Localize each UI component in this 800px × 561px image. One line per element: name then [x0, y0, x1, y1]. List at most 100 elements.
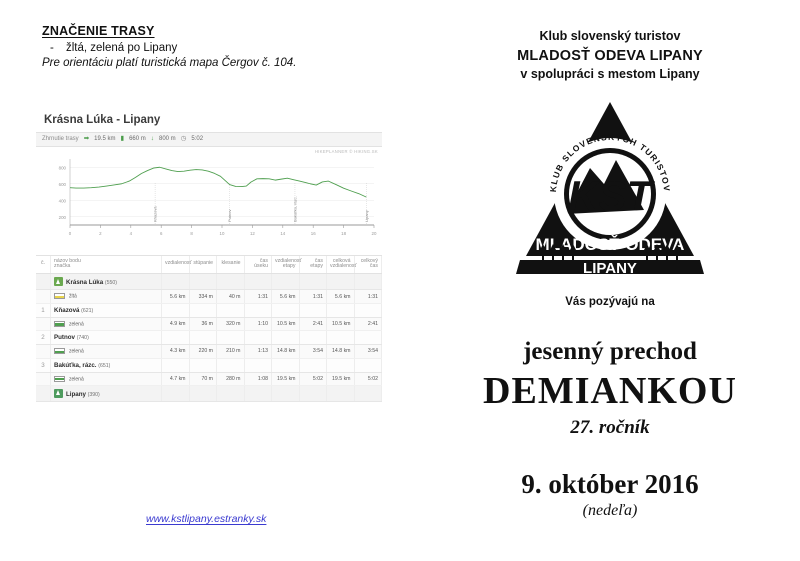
- cell-value: 5.6 km: [161, 289, 190, 304]
- waypoint-name: Lipany: [66, 390, 88, 398]
- table-row-segment: zelená 4.3 km 220 m 210 m 1:13 14.8 km 3:54 14.…: [36, 344, 382, 359]
- cell-value: [216, 330, 245, 346]
- table-row-waypoint: Krásna Lúka (550): [36, 273, 382, 291]
- waypoint-annotation: Kňazová: [153, 205, 158, 221]
- col-num: č.: [36, 255, 51, 275]
- cell-value: 334 m: [189, 289, 217, 304]
- cell-value: 1:08: [244, 372, 272, 386]
- cell-value: [299, 358, 327, 373]
- summary-descent: 800 m: [159, 136, 176, 143]
- col-stage-distance: vzdialenosť etapy: [271, 255, 301, 275]
- event-name: DEMIANKOU: [483, 369, 737, 412]
- cell-name: Bakúťka, rázc. (651): [50, 358, 162, 373]
- cell-value: [326, 385, 355, 402]
- logo-fence: [539, 244, 681, 263]
- waypoint-altitude: (390): [87, 391, 100, 398]
- cell-value: 220 m: [189, 344, 217, 359]
- x-tick-label: 20: [372, 231, 377, 236]
- cell-value: 10.5 km: [271, 317, 300, 332]
- cell-value: [299, 273, 327, 291]
- trail-label: zelená: [69, 321, 84, 328]
- cell-name: zelená: [50, 344, 162, 359]
- route-segments-table: č. názov bodu značka vzdialenosť stúpani…: [36, 255, 382, 402]
- logo-band-text: MLADOSŤ-ODEVA: [536, 235, 685, 254]
- cell-value: [244, 303, 272, 318]
- event-kind: jesenný prechod: [523, 338, 697, 366]
- summary-ascent: 660 m: [129, 136, 146, 143]
- start-marker-icon: [54, 277, 63, 287]
- cell-value: 40 m: [216, 289, 245, 304]
- cell-value: [244, 273, 272, 291]
- col-total-distance: celková vzdialenosť: [326, 255, 356, 275]
- distance-arrow-icon: ➡: [83, 135, 90, 142]
- trail-label: žltá: [69, 293, 77, 300]
- hikeplanner-summary-bar: Zhrnutie trasy ➡ 19.5 km ▮ 660 m ↓ 800 m…: [36, 132, 382, 147]
- elevation-chart: HIKEPLANNER © HIKING.SK 200 400 600 800 0 2 4 6…: [36, 147, 382, 256]
- kst-logo: KST KLUB SLOVENSKÝCH TURISTOV MLADOSŤ-OD…: [504, 98, 716, 280]
- col-descent: klesanie: [216, 255, 245, 275]
- table-body: Krásna Lúka (550) žltá 5.6 km 334 m 40 m 1:31…: [36, 273, 382, 402]
- event-block: jesenný prechod DEMIANKOU 27. ročník 9. …: [420, 338, 800, 520]
- table-row-waypoint: 2 Putnov (740): [36, 330, 382, 346]
- y-tick-label: 200: [59, 214, 67, 219]
- organizer-line2: MLADOSŤ ODEVA LIPANY: [517, 47, 703, 64]
- col-ascent: stúpanie: [189, 255, 217, 275]
- event-day: (nedeľa): [582, 502, 638, 520]
- cell-num: 2: [36, 330, 51, 346]
- cell-value: [189, 273, 217, 291]
- cell-num: [36, 385, 51, 402]
- col-name-line1: názov bodu: [54, 257, 81, 264]
- waypoint-annotation: Putnov: [227, 209, 232, 221]
- waypoint-annotation: Bakúťka, rázc.: [293, 196, 298, 222]
- cell-value: 4.9 km: [161, 317, 190, 332]
- cell-value: 1:10: [244, 317, 272, 332]
- cell-num: [36, 289, 51, 304]
- trail-marker-icon: [54, 293, 65, 300]
- table-row-waypoint: 1 Kňazová (621): [36, 303, 382, 318]
- cell-value: [326, 273, 355, 291]
- waypoint-name: Bakúťka, rázc.: [54, 361, 99, 369]
- cell-value: [189, 358, 217, 373]
- cell-num: 1: [36, 303, 51, 318]
- table-row-segment: žltá 5.6 km 334 m 40 m 1:31 5.6 km 1:31 5.6 km 1…: [36, 289, 382, 304]
- cell-value: [216, 385, 245, 402]
- x-tick-label: 18: [341, 231, 346, 236]
- cell-value: [161, 330, 190, 346]
- cell-name: Krásna Lúka (550): [50, 273, 162, 291]
- cell-value: 36 m: [189, 317, 217, 332]
- cell-value: [216, 303, 245, 318]
- table-row-waypoint: 3 Bakúťka, rázc. (651): [36, 358, 382, 373]
- route-marking-item-label: žltá, zelená po Lipany: [66, 42, 178, 54]
- x-tick-label: 12: [250, 231, 255, 236]
- cell-value: [271, 330, 300, 346]
- cell-value: [216, 358, 245, 373]
- cell-value: 19.5 km: [271, 372, 300, 386]
- trail-label: zelená: [69, 348, 84, 355]
- kst-logo-svg: KST KLUB SLOVENSKÝCH TURISTOV MLADOSŤ-OD…: [516, 102, 704, 277]
- trail-marker-icon: [54, 375, 65, 382]
- x-tick-label: 6: [160, 231, 163, 236]
- cell-value: 1:31: [244, 289, 272, 304]
- cell-value: [354, 303, 382, 318]
- x-tick-label: 16: [311, 231, 316, 236]
- left-column: ZNAČENIE TRASY - žltá, zelená po Lipany …: [36, 24, 382, 525]
- col-stage-time: čas etapy: [299, 255, 327, 275]
- x-tick-label: 8: [190, 231, 193, 236]
- organizer-block: Klub slovenský turistov MLADOSŤ ODEVA LI…: [420, 28, 800, 84]
- waypoint-altitude: (621): [81, 307, 94, 314]
- cell-value: [189, 330, 217, 346]
- cell-name: Lipany (390): [50, 385, 162, 402]
- cell-value: 5.6 km: [326, 289, 355, 304]
- cell-value: 5:02: [299, 372, 327, 386]
- organizer-line3: v spolupráci s mestom Lipany: [520, 67, 700, 82]
- cell-name: Kňazová (621): [50, 303, 162, 318]
- cell-value: [299, 330, 327, 346]
- cell-value: [271, 385, 300, 402]
- trail-marker-icon: [54, 348, 65, 355]
- cell-value: 70 m: [189, 372, 217, 386]
- website-link[interactable]: www.kstlipany.estranky.sk: [146, 513, 267, 525]
- cell-value: 2:41: [299, 317, 327, 332]
- elevation-line: [69, 166, 367, 198]
- cell-num: [36, 344, 51, 359]
- y-tick-label: 800: [59, 165, 67, 170]
